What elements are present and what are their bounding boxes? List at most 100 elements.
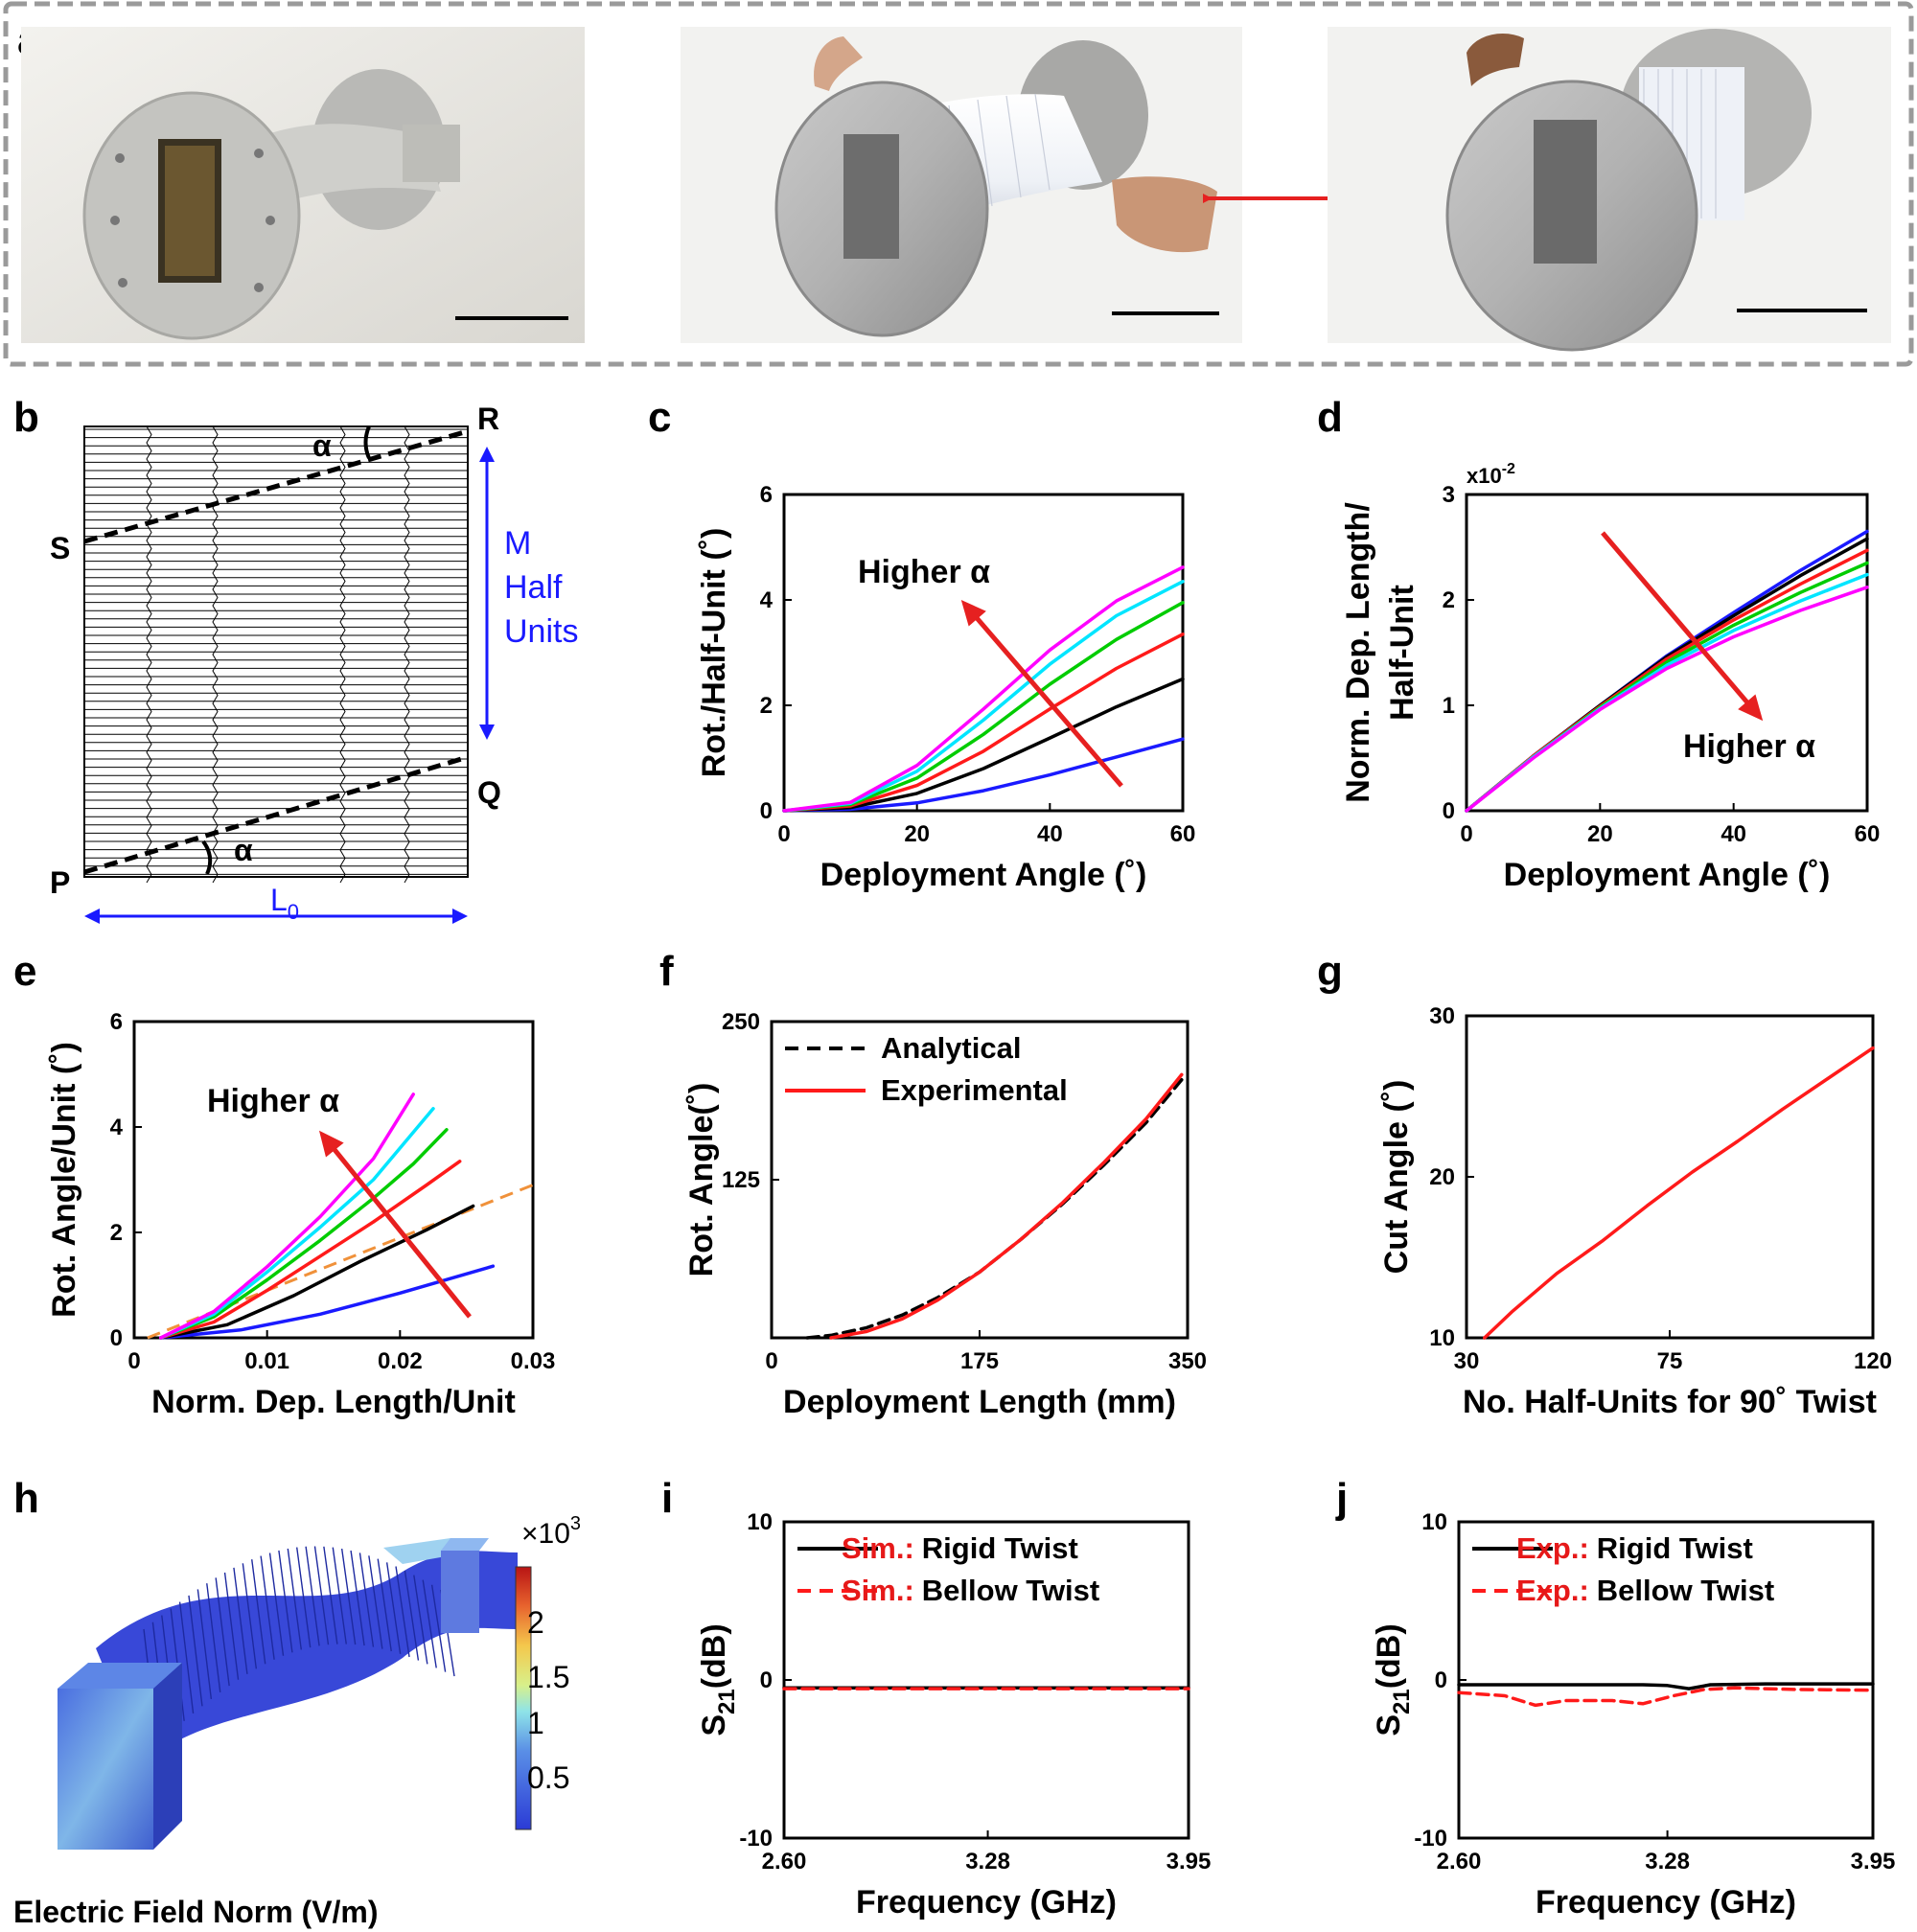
x-tick-label: 0.02 — [378, 1348, 423, 1374]
bellow-slice — [206, 1583, 221, 1692]
alpha-arc-bottom — [201, 840, 213, 875]
colorbar-tick-1: 1 — [527, 1706, 544, 1740]
x-tick-label: 40 — [1721, 821, 1746, 847]
y-tick-label: 30 — [1429, 1003, 1455, 1029]
bellow-slice — [395, 1566, 410, 1658]
panel-letter-h: h — [13, 1475, 39, 1522]
y-axis-label: Rot. Angle/Unit (˚) — [46, 1042, 82, 1318]
photo-rigid-waveguide — [21, 27, 585, 343]
bellow-slice — [385, 1562, 402, 1654]
x-tick-label: 60 — [1855, 821, 1881, 847]
legend-entry: Exp.: Rigid Twist — [1516, 1531, 1753, 1565]
y-axis-label: Rot./Half-Unit (˚) — [696, 528, 732, 778]
half-units-label-units: Units — [504, 613, 578, 650]
panel-h: ×103 2 1.5 1 0.5 Electric Field Norm (V/… — [13, 1513, 581, 1929]
higher-alpha-arrow — [322, 1135, 472, 1319]
y-axis-label: Half-Unit — [1384, 585, 1420, 721]
alpha-arc-top — [363, 426, 371, 459]
chart-g: 30 75 120 10 20 30 No. Half-Units for 90˚ Twis… — [1378, 1003, 1892, 1420]
x-tick-label: 0 — [1460, 821, 1472, 847]
x-tick-label: 60 — [1170, 821, 1196, 847]
bellow-slice — [260, 1555, 275, 1660]
x-tick-label: 2.60 — [762, 1849, 807, 1874]
bellow-slice — [332, 1547, 347, 1644]
y-tick-label: 4 — [110, 1115, 124, 1140]
series-line — [782, 565, 1185, 813]
series-line — [782, 580, 1185, 813]
x-tick-label: 0 — [127, 1348, 140, 1374]
y-tick-label: 6 — [760, 482, 773, 508]
label-S: S — [50, 531, 70, 565]
zigzag-crease — [404, 426, 410, 884]
y-tick-label: 0 — [760, 1668, 773, 1693]
x-tick-label: 350 — [1168, 1348, 1207, 1374]
plot-frame — [1465, 493, 1869, 813]
colorbar — [515, 1566, 532, 1830]
x-tick-label: 175 — [960, 1348, 999, 1374]
x-axis-label: No. Half-Units for 90˚ Twist — [1463, 1384, 1877, 1420]
x-tick-label: 3.95 — [1166, 1849, 1212, 1874]
series-line — [158, 1204, 475, 1340]
length-label: L0 — [270, 883, 299, 924]
y-tick-label: 20 — [1429, 1164, 1455, 1190]
legend-entry: Analytical — [881, 1031, 1021, 1065]
series-line — [1457, 1682, 1875, 1690]
x-tick-label: 3.28 — [965, 1849, 1010, 1874]
panel-letter-d: d — [1317, 394, 1343, 441]
bellow-slice — [323, 1546, 338, 1644]
label-P: P — [50, 865, 70, 900]
x-tick-label: 75 — [1657, 1348, 1683, 1374]
bellow-slice — [313, 1546, 330, 1645]
y-axis-label: Norm. Dep. Length/ — [1340, 502, 1376, 803]
panel-letter-e: e — [13, 948, 36, 995]
series-line — [158, 1160, 462, 1340]
half-units-label-M: M — [504, 525, 531, 562]
x-tick-label: 3.95 — [1851, 1849, 1896, 1874]
x-tick-label: 0 — [777, 821, 790, 847]
label-Q: Q — [477, 775, 501, 810]
y-tick-label: 2 — [760, 693, 773, 719]
higher-alpha-arrow — [964, 604, 1123, 788]
x-tick-label: 120 — [1854, 1348, 1892, 1374]
y-tick-label: 2 — [110, 1220, 123, 1246]
higher-alpha-label: Higher α — [1683, 728, 1815, 765]
series-line — [158, 1264, 496, 1340]
series-line — [158, 1128, 449, 1340]
colorbar-multiplier: ×103 — [521, 1513, 581, 1550]
y-tick-label: 1 — [1443, 693, 1455, 719]
panel-letter-b: b — [13, 394, 39, 441]
series-line — [782, 601, 1185, 813]
cut-line-PQ — [83, 754, 469, 875]
bellow-slice — [287, 1548, 302, 1650]
legend-entry: Experimental — [881, 1073, 1068, 1107]
x-axis-label: Deployment Length (mm) — [783, 1384, 1176, 1420]
half-units-label-half: Half — [504, 569, 563, 606]
panel-letter-f: f — [659, 948, 674, 995]
y-tick-label: -10 — [1414, 1826, 1447, 1852]
label-alpha-top: α — [312, 428, 332, 463]
bellow-slice — [188, 1595, 203, 1707]
x-tick-label: 20 — [904, 821, 930, 847]
y-tick-label: 125 — [722, 1167, 760, 1193]
label-R: R — [477, 402, 499, 436]
bellow-slice — [422, 1579, 437, 1668]
scale-bar-3 — [1737, 309, 1867, 312]
legend-entry: Sim.: Bellow Twist — [842, 1574, 1099, 1607]
bellow-slice — [430, 1584, 447, 1672]
cut-line-SR — [83, 428, 469, 544]
x-axis-label: Deployment Angle (˚) — [1504, 857, 1831, 893]
y-tick-label: 2 — [1443, 587, 1455, 613]
bellow-slice — [305, 1546, 320, 1646]
panel-a-frame — [3, 1, 1914, 367]
panel-letter-i: i — [661, 1475, 673, 1522]
series-line — [158, 1107, 435, 1340]
x-axis-label: Deployment Angle (˚) — [820, 857, 1147, 893]
y-tick-label: 10 — [747, 1509, 773, 1535]
bellow-slice — [223, 1572, 240, 1680]
y-tick-label: 0 — [760, 798, 773, 824]
higher-alpha-arrow — [1601, 531, 1760, 717]
bellow-slice — [350, 1550, 365, 1646]
y-axis-label: Rot. Angle(˚) — [683, 1083, 720, 1277]
higher-alpha-label: Higher α — [207, 1083, 339, 1119]
